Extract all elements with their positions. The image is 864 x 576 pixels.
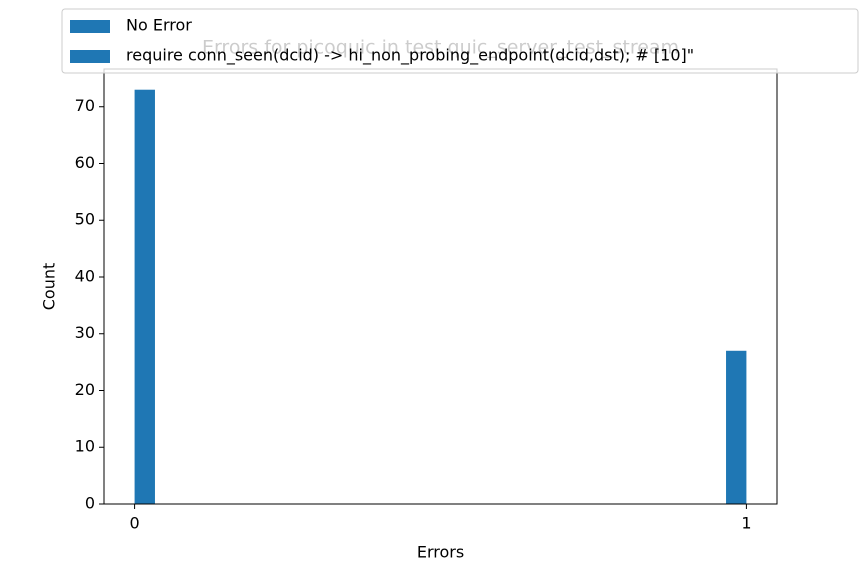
y-tick-label: 50 (75, 210, 95, 229)
axes-frame (103, 68, 778, 505)
y-tick-label: 0 (85, 494, 95, 513)
x-axis-label: Errors (417, 543, 464, 562)
legend-swatch (70, 20, 110, 33)
y-axis-label: Count (40, 263, 59, 311)
x-tick-label: 0 (129, 514, 139, 533)
y-tick-label: 40 (75, 266, 95, 285)
legend-swatch (70, 50, 110, 63)
legend-label: No Error (126, 16, 192, 35)
y-tick-label: 20 (75, 380, 95, 399)
legend-label: require conn_seen(dcid) -> hi_non_probin… (126, 46, 694, 66)
legend-box (61, 8, 859, 74)
y-tick-label: 70 (75, 96, 95, 115)
bar (726, 350, 747, 504)
y-tick-label: 10 (75, 437, 95, 456)
bar (134, 89, 155, 504)
y-tick-label: 60 (75, 153, 95, 172)
x-tick-label: 1 (741, 514, 751, 533)
y-tick-label: 30 (75, 323, 95, 342)
